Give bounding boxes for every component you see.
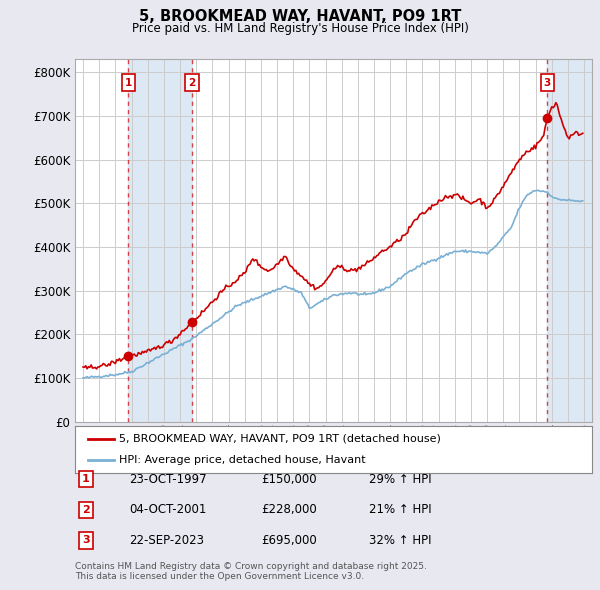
Text: £228,000: £228,000 — [261, 503, 317, 516]
Text: HPI: Average price, detached house, Havant: HPI: Average price, detached house, Hava… — [119, 455, 365, 466]
Text: 5, BROOKMEAD WAY, HAVANT, PO9 1RT: 5, BROOKMEAD WAY, HAVANT, PO9 1RT — [139, 9, 461, 24]
Text: Contains HM Land Registry data © Crown copyright and database right 2025.
This d: Contains HM Land Registry data © Crown c… — [75, 562, 427, 581]
Bar — [128, 59, 192, 422]
Text: 23-OCT-1997: 23-OCT-1997 — [129, 473, 206, 486]
Text: 5, BROOKMEAD WAY, HAVANT, PO9 1RT (detached house): 5, BROOKMEAD WAY, HAVANT, PO9 1RT (detac… — [119, 434, 441, 444]
Text: £150,000: £150,000 — [261, 473, 317, 486]
Text: 29% ↑ HPI: 29% ↑ HPI — [369, 473, 431, 486]
Text: Price paid vs. HM Land Registry's House Price Index (HPI): Price paid vs. HM Land Registry's House … — [131, 22, 469, 35]
Text: 32% ↑ HPI: 32% ↑ HPI — [369, 534, 431, 547]
Text: 04-OCT-2001: 04-OCT-2001 — [129, 503, 206, 516]
Text: 3: 3 — [544, 78, 551, 87]
Text: 2: 2 — [188, 78, 196, 87]
Text: 22-SEP-2023: 22-SEP-2023 — [129, 534, 204, 547]
Bar — [547, 59, 592, 422]
Text: £695,000: £695,000 — [261, 534, 317, 547]
Text: 21% ↑ HPI: 21% ↑ HPI — [369, 503, 431, 516]
Text: 1: 1 — [125, 78, 132, 87]
Text: 1: 1 — [82, 474, 89, 484]
Text: 3: 3 — [82, 536, 89, 545]
Text: 2: 2 — [82, 505, 89, 514]
